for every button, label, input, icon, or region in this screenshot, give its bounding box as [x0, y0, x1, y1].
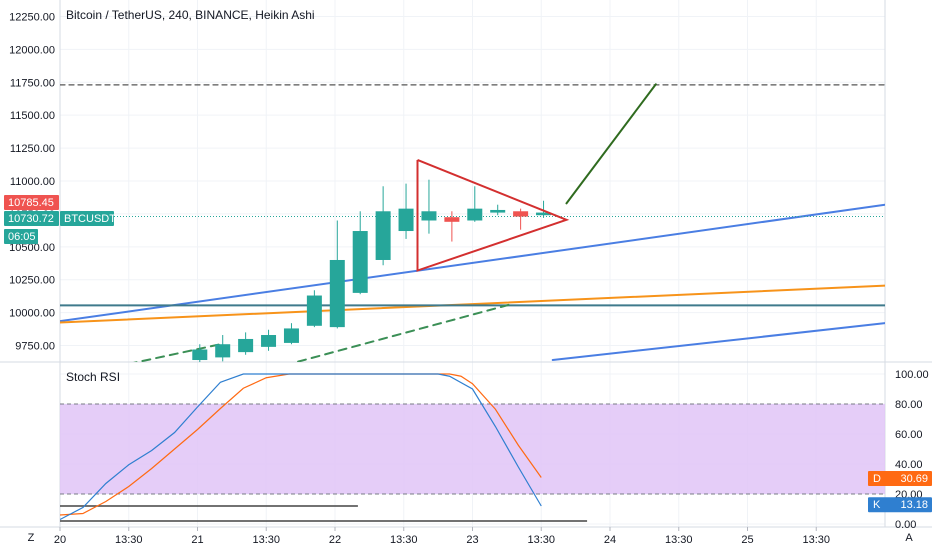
drawings-top [416, 159, 570, 272]
candle-body [467, 208, 483, 221]
stoch-tick-label: 60.00 [895, 429, 923, 441]
price-tick-label: 11500.00 [10, 110, 55, 122]
price-tick-label: 12250.00 [9, 11, 55, 23]
stoch-k-name: K [873, 499, 881, 511]
candle [261, 329, 277, 351]
candle-body [352, 231, 368, 293]
price-tag-last-text: 10730.72 [8, 213, 54, 225]
candle-body [261, 335, 277, 347]
candle-body [444, 217, 460, 222]
time-tick-label: 20 [54, 534, 66, 546]
stoch-rsi-label: Stoch RSI [66, 370, 120, 384]
stoch-rsi-pane [60, 373, 885, 522]
candle [352, 211, 368, 295]
candle [444, 211, 460, 242]
candle [375, 186, 391, 266]
trend-line-5 [292, 303, 511, 362]
price-tick-label: 11250.00 [10, 143, 55, 155]
candle-body [398, 208, 414, 232]
stoch-k-value: 13.18 [900, 499, 928, 511]
trend-line-4 [133, 343, 222, 362]
price-tick-label: 11000.00 [10, 176, 55, 188]
price-labels: 10785.45 10730.72 BTCUSDT 06:05 [4, 195, 116, 244]
drawings [60, 83, 885, 362]
price-tick-label: 10250.00 [9, 275, 55, 287]
price-tag-high: 10785.45 [4, 195, 59, 210]
candle-body [329, 259, 345, 328]
candle-body [215, 344, 231, 358]
candle [329, 220, 345, 329]
candle [536, 200, 552, 218]
time-tick-label: 13:30 [115, 534, 143, 546]
candle [421, 179, 437, 234]
price-tick-label: 11750.00 [10, 77, 55, 89]
candle [398, 183, 414, 239]
candle-body [283, 328, 299, 343]
stoch-d-name: D [873, 473, 881, 485]
stoch-k-value-tag: K 13.18 [868, 497, 932, 513]
time-tick-label: 25 [741, 534, 753, 546]
candle [306, 290, 322, 328]
candle [215, 335, 231, 362]
time-axis: 20 13:30 21 13:30 22 13:30 23 13:30 24 13:30 25 13:… [54, 527, 830, 546]
stoch-band [60, 404, 885, 494]
symbol-tag-text: BTCUSDT [64, 213, 116, 225]
candle [283, 323, 299, 345]
countdown-tag-text: 06:05 [8, 231, 36, 243]
candle-body [192, 349, 208, 361]
stoch-k-line [60, 373, 542, 521]
symbol-tag: BTCUSDT [60, 211, 116, 226]
candle [513, 208, 529, 230]
candle [192, 344, 208, 362]
stoch-tick-label: 40.00 [895, 459, 923, 471]
trend-line-0 [60, 203, 885, 323]
price-tag-last: 10730.72 [4, 211, 59, 226]
candles [192, 179, 552, 362]
time-tick-label: 13:30 [390, 534, 418, 546]
time-tick-label: 22 [329, 534, 341, 546]
price-tick-label: 10500.00 [9, 242, 55, 254]
chart-title: Bitcoin / TetherUS, 240, BINANCE, Heikin… [66, 8, 315, 22]
time-tick-label: 13:30 [802, 534, 830, 546]
z-button[interactable]: Z [28, 532, 35, 544]
countdown-tag: 06:05 [4, 229, 38, 244]
pennant-triangle [416, 159, 570, 272]
time-tick-label: 13:30 [527, 534, 555, 546]
candle-body [306, 295, 322, 326]
price-axis: 9750.0010000.0010250.0010500.0010750.001… [9, 11, 55, 352]
stoch-d-value: 30.69 [900, 473, 928, 485]
candle-body [375, 211, 391, 260]
candle [490, 204, 506, 216]
candle [467, 186, 483, 222]
stoch-tick-label: 80.00 [895, 399, 923, 411]
trend-line-1 [60, 284, 885, 324]
candle-body [490, 209, 506, 213]
candle-body [238, 338, 254, 353]
candle [238, 332, 254, 355]
stoch-d-value-tag: D 30.69 [868, 470, 932, 486]
trend-line-3 [551, 322, 885, 362]
time-tick-label: 24 [604, 534, 616, 546]
time-tick-label: 23 [466, 534, 478, 546]
time-tick-label: 21 [191, 534, 203, 546]
time-tick-label: 13:30 [252, 534, 280, 546]
candle-body [513, 211, 529, 217]
candle-body [421, 211, 437, 221]
trend-line-7 [565, 83, 657, 205]
price-tick-label: 9750.00 [15, 341, 55, 353]
auto-scale-button[interactable]: A [905, 532, 913, 544]
price-tick-label: 12000.00 [9, 44, 55, 56]
candle-body [536, 212, 552, 216]
stoch-tick-label: 100.00 [895, 369, 929, 381]
stoch-tick-label: 0.00 [895, 519, 916, 531]
price-tag-high-text: 10785.45 [8, 197, 54, 209]
price-tick-label: 10000.00 [9, 308, 55, 320]
time-tick-label: 13:30 [665, 534, 693, 546]
stoch-rsi-value-labels: D 30.69 K 13.18 [868, 470, 932, 513]
